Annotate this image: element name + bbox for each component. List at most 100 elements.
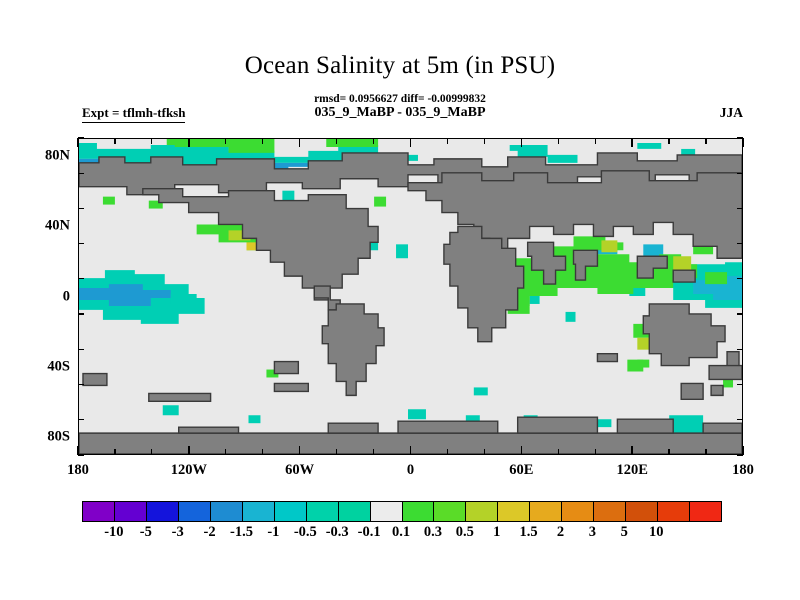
y-axis-tick bbox=[78, 419, 84, 421]
colorbar-swatch[interactable] bbox=[498, 502, 531, 521]
colorbar-swatch[interactable] bbox=[178, 502, 211, 521]
colorbar-swatch[interactable] bbox=[83, 502, 115, 521]
colorbar-swatch[interactable] bbox=[210, 502, 243, 521]
x-axis-tick bbox=[594, 449, 596, 455]
x-axis-label: 180 bbox=[67, 462, 89, 478]
experiment-label: Expt = tflmh-tfksh bbox=[82, 105, 186, 123]
colorbar-swatch[interactable] bbox=[306, 502, 339, 521]
colorbar-tick-label: -5 bbox=[139, 524, 152, 540]
map-plot-area bbox=[78, 138, 743, 455]
colorbar-swatch[interactable] bbox=[338, 502, 371, 521]
y-axis-tick bbox=[737, 313, 743, 315]
colorbar-tick-label: 0.1 bbox=[391, 524, 411, 540]
colorbar-tick-label: 2 bbox=[556, 524, 565, 540]
colorbar-swatch[interactable] bbox=[434, 502, 467, 521]
x-axis-tick bbox=[188, 446, 190, 455]
colorbar-swatch[interactable] bbox=[370, 502, 403, 521]
run-comparison-label: 035_9_MaBP - 035_9_MaBP bbox=[314, 105, 486, 120]
colorbar-swatch[interactable] bbox=[530, 502, 563, 521]
colorbar-swatch[interactable] bbox=[594, 502, 627, 521]
colorbar-tick-label: 5 bbox=[620, 524, 628, 540]
y-axis-label: 40N bbox=[45, 217, 70, 234]
y-axis-tick bbox=[737, 419, 743, 421]
y-axis-tick bbox=[737, 242, 743, 245]
x-axis-label: 180 bbox=[732, 462, 754, 478]
x-axis-tick bbox=[188, 138, 190, 147]
x-axis-tick bbox=[114, 138, 116, 144]
x-axis-tick bbox=[409, 138, 412, 147]
x-axis-label: 0 bbox=[406, 462, 415, 478]
y-axis-tick bbox=[737, 454, 743, 456]
colorbar-swatch[interactable] bbox=[658, 502, 691, 521]
colorbar-tick-label: -10 bbox=[104, 524, 124, 540]
colorbar-tick-label: 10 bbox=[648, 524, 664, 540]
x-axis-tick bbox=[483, 138, 485, 144]
colorbar-tick-label: 1 bbox=[493, 524, 501, 540]
x-axis-tick bbox=[335, 449, 338, 455]
x-axis-tick bbox=[372, 138, 375, 144]
x-axis-tick bbox=[262, 449, 264, 455]
x-axis-tick bbox=[594, 138, 596, 144]
x-axis-tick bbox=[631, 446, 633, 455]
x-axis-tick bbox=[335, 138, 338, 144]
x-axis-label: 60W bbox=[285, 462, 315, 478]
x-axis-label: 120E bbox=[616, 462, 648, 478]
colorbar[interactable] bbox=[82, 501, 722, 522]
x-axis-tick bbox=[520, 446, 523, 455]
x-axis-tick bbox=[262, 138, 264, 144]
x-axis-tick bbox=[151, 449, 153, 455]
colorbar-swatch[interactable] bbox=[114, 502, 147, 521]
colorbar-tick-label: -3 bbox=[171, 524, 184, 540]
y-axis-tick bbox=[737, 172, 743, 174]
x-axis-tick bbox=[705, 138, 707, 144]
y-axis-tick bbox=[78, 313, 84, 315]
y-axis-tick bbox=[78, 172, 84, 174]
colorbar-swatch[interactable] bbox=[466, 502, 499, 521]
y-axis-tick bbox=[78, 383, 84, 386]
colorbar-swatch[interactable] bbox=[626, 502, 659, 521]
colorbar-swatch[interactable] bbox=[274, 502, 307, 521]
colorbar-tick-label: -1.5 bbox=[230, 524, 253, 540]
y-axis-tick bbox=[737, 383, 743, 386]
colorbar-tick-label: -1 bbox=[267, 524, 280, 540]
colorbar-tick-label: 0.3 bbox=[423, 524, 442, 540]
x-axis-tick bbox=[151, 138, 153, 144]
colorbar-swatch[interactable] bbox=[690, 502, 722, 521]
x-axis-label: 120W bbox=[170, 462, 207, 478]
colorbar-swatch[interactable] bbox=[562, 502, 595, 521]
colorbar-swatch[interactable] bbox=[146, 502, 179, 521]
y-axis-label: 80N bbox=[45, 147, 70, 164]
colorbar-tick-label: -0.3 bbox=[325, 524, 349, 540]
colorbar-tick-label: 3 bbox=[588, 524, 597, 540]
x-axis-tick bbox=[446, 449, 449, 455]
x-axis-tick bbox=[520, 138, 523, 147]
x-axis-tick bbox=[742, 138, 744, 147]
x-axis-tick bbox=[298, 446, 301, 455]
page-title: Ocean Salinity at 5m (in PSU) bbox=[244, 52, 556, 79]
x-axis-tick bbox=[225, 449, 227, 455]
statistics-label: rmsd= 0.0956627 diff= -0.00999832 bbox=[314, 93, 486, 105]
season-label: JJA bbox=[719, 105, 743, 120]
y-axis-tick bbox=[737, 207, 743, 210]
y-axis-tick bbox=[78, 348, 84, 350]
x-axis-tick bbox=[705, 449, 707, 455]
land-masses bbox=[79, 152, 742, 454]
y-axis-tick bbox=[78, 242, 84, 245]
y-axis-label: 0 bbox=[62, 288, 70, 304]
y-axis-tick bbox=[737, 278, 743, 280]
x-axis-tick bbox=[557, 449, 559, 455]
x-axis-tick bbox=[483, 449, 485, 455]
colorbar-tick-label: 0.5 bbox=[455, 524, 474, 540]
y-axis-tick bbox=[737, 348, 743, 350]
colorbar-swatch[interactable] bbox=[242, 502, 275, 521]
x-axis-tick bbox=[372, 449, 375, 455]
x-axis-tick bbox=[409, 446, 412, 455]
x-axis-tick bbox=[114, 449, 116, 455]
x-axis-tick bbox=[557, 138, 559, 144]
colorbar-swatch[interactable] bbox=[402, 502, 435, 521]
x-axis-tick bbox=[446, 138, 449, 144]
y-axis-label: 80S bbox=[47, 428, 70, 445]
y-axis-tick bbox=[78, 454, 84, 456]
x-axis-tick bbox=[77, 138, 79, 147]
